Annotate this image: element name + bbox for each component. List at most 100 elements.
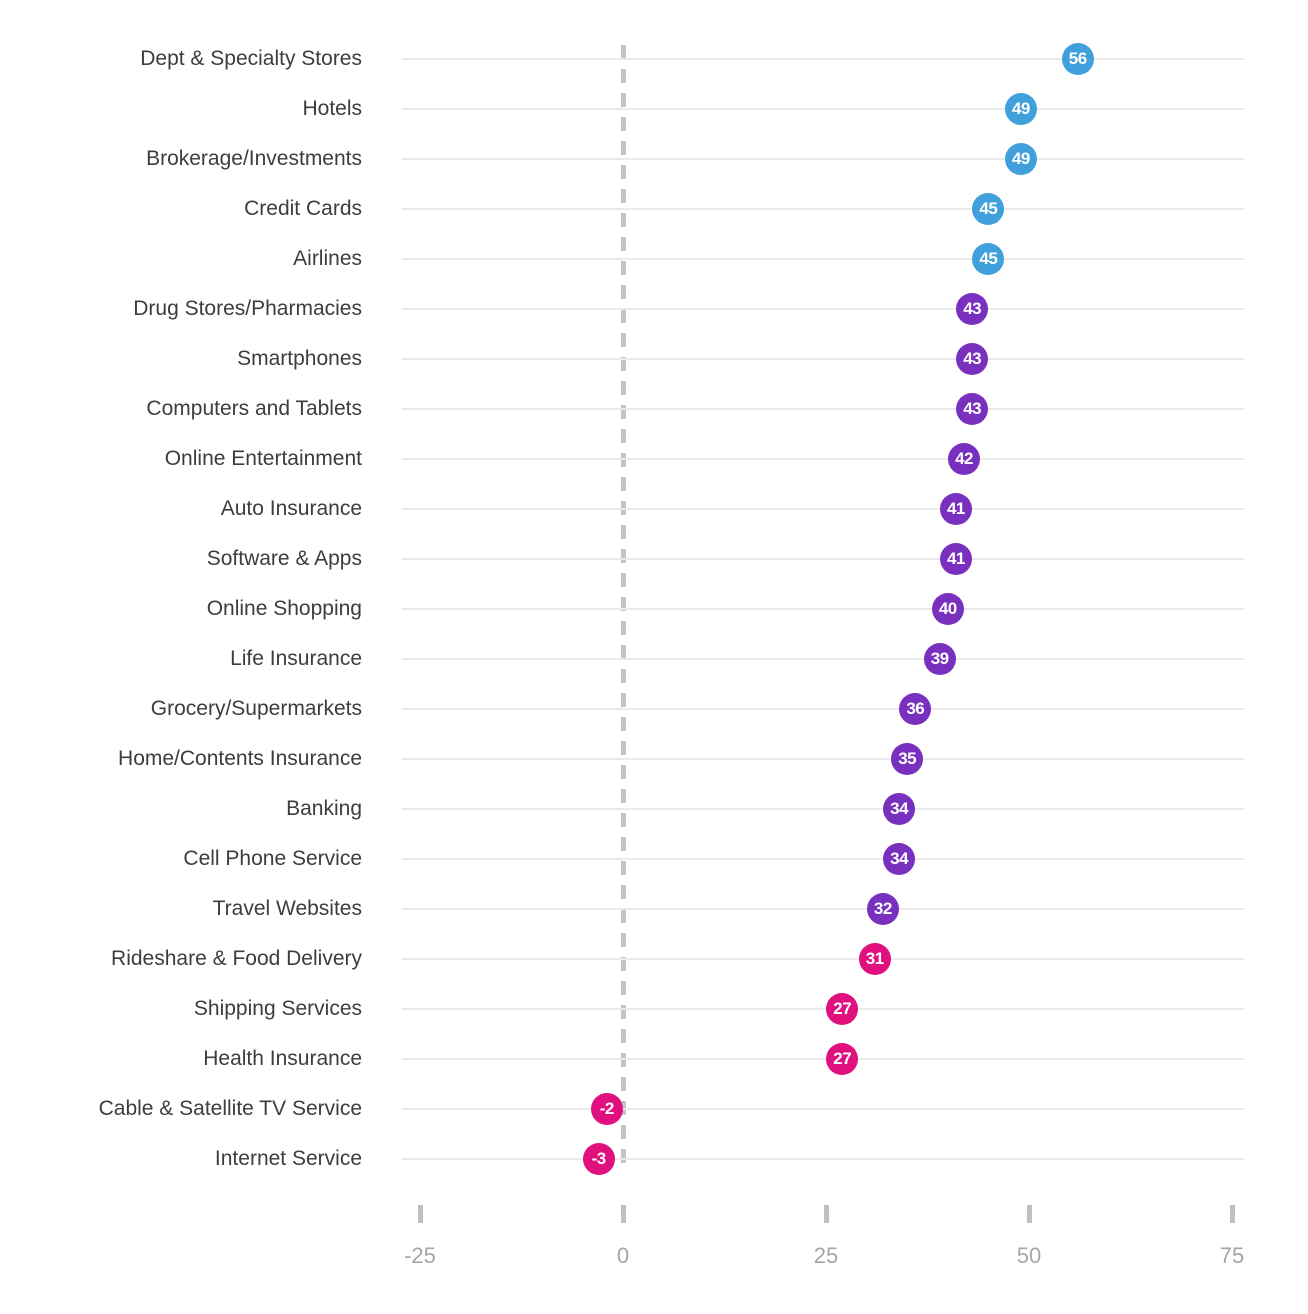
data-point-value-label: 49 [1011,99,1030,118]
row-gridline [402,658,1244,660]
category-label: Dept & Specialty Stores [140,47,362,70]
row-gridline [402,108,1244,110]
data-point-value-label: 41 [946,499,965,518]
row-gridline [402,358,1244,360]
data-point-dot: 41 [939,543,972,575]
row-gridline [402,1158,1244,1160]
category-label: Credit Cards [244,197,362,220]
data-point-dot: 34 [883,843,916,875]
row-gridline [402,858,1244,860]
category-label: Auto Insurance [220,497,362,520]
data-point-dot: -2 [590,1093,623,1125]
data-point-value-label: -2 [599,1099,615,1118]
row-gridline [402,458,1244,460]
category-label: Rideshare & Food Delivery [111,947,362,970]
data-point-dot: 43 [956,293,989,325]
data-point-dot: 27 [826,993,859,1025]
category-label: Online Entertainment [164,447,362,470]
x-axis-tick-mark [620,1205,626,1223]
data-point-value-label: 45 [979,199,998,218]
row-gridline [402,58,1244,60]
data-point-dot: 43 [956,343,989,375]
x-axis-tick-label: 75 [1219,1243,1245,1268]
row-gridline [402,958,1244,960]
category-label: Banking [286,797,362,820]
data-point-dot: 41 [939,493,972,525]
data-point-value-label: 27 [833,1049,852,1068]
row-gridline [402,408,1244,410]
category-label: Shipping Services [193,997,362,1020]
data-point-value-label: 32 [873,899,892,918]
row-gridline [402,208,1244,210]
category-label: Airlines [293,247,362,270]
data-point-dot: 45 [972,193,1005,225]
category-label: Software & Apps [206,547,362,570]
category-label: Internet Service [214,1147,362,1170]
row-gridline [402,608,1244,610]
data-point-value-label: 43 [963,399,982,418]
x-axis-tick-mark [417,1205,423,1223]
data-point-value-label: 36 [906,699,925,718]
row-gridline [402,908,1244,910]
row-gridline [402,558,1244,560]
data-point-value-label: 40 [938,599,957,618]
data-point-value-label: 45 [979,249,998,268]
data-point-dot: 31 [858,943,891,975]
row-gridline [402,1058,1244,1060]
row-gridline [402,1108,1244,1110]
category-label: Grocery/Supermarkets [150,697,362,720]
category-label: Cell Phone Service [183,847,362,870]
category-label: Smartphones [237,347,362,370]
data-point-value-label: -3 [591,1149,607,1168]
row-gridline [402,158,1244,160]
x-axis-tick-mark [1229,1205,1235,1223]
data-point-value-label: 34 [890,849,909,868]
data-point-dot: 42 [948,443,981,475]
data-point-value-label: 43 [963,349,982,368]
x-axis-tick-mark [1026,1205,1032,1223]
data-point-dot: -3 [582,1143,615,1175]
category-label: Brokerage/Investments [146,147,362,170]
category-label: Life Insurance [230,647,362,670]
data-point-value-label: 49 [1011,149,1030,168]
x-axis-tick-label: -25 [404,1243,436,1268]
row-gridline [402,308,1244,310]
data-point-dot: 49 [1004,93,1037,125]
category-label: Hotels [302,97,362,120]
category-label: Health Insurance [203,1047,362,1070]
data-point-dot: 27 [826,1043,859,1075]
data-point-value-label: 42 [955,449,973,468]
data-point-value-label: 27 [833,999,852,1018]
row-gridline [402,758,1244,760]
x-axis-tick-mark [823,1205,829,1223]
data-point-dot: 34 [883,793,916,825]
category-label: Online Shopping [206,597,362,620]
data-point-value-label: 35 [898,749,917,768]
data-point-dot: 56 [1061,43,1094,75]
data-point-value-label: 43 [963,299,982,318]
data-point-dot: 49 [1004,143,1037,175]
data-point-value-label: 34 [890,799,909,818]
category-label: Computers and Tablets [146,397,362,420]
row-gridline [402,258,1244,260]
row-gridline [402,808,1244,810]
data-point-dot: 45 [972,243,1005,275]
data-point-dot: 39 [923,643,956,675]
row-gridline [402,1008,1244,1010]
category-label: Home/Contents Insurance [118,747,362,770]
category-label: Travel Websites [212,897,362,920]
data-point-value-label: 41 [946,549,965,568]
data-point-dot: 35 [891,743,924,775]
data-point-dot: 36 [899,693,932,725]
data-point-value-label: 39 [930,649,949,668]
data-point-value-label: 56 [1068,49,1087,68]
data-point-value-label: 31 [865,949,884,968]
row-gridline [402,708,1244,710]
data-point-dot: 40 [931,593,964,625]
x-axis-tick-label: 0 [616,1243,630,1268]
x-axis-tick-label: 25 [813,1243,839,1268]
category-label: Drug Stores/Pharmacies [133,297,362,320]
data-point-dot: 43 [956,393,989,425]
row-gridline [402,508,1244,510]
